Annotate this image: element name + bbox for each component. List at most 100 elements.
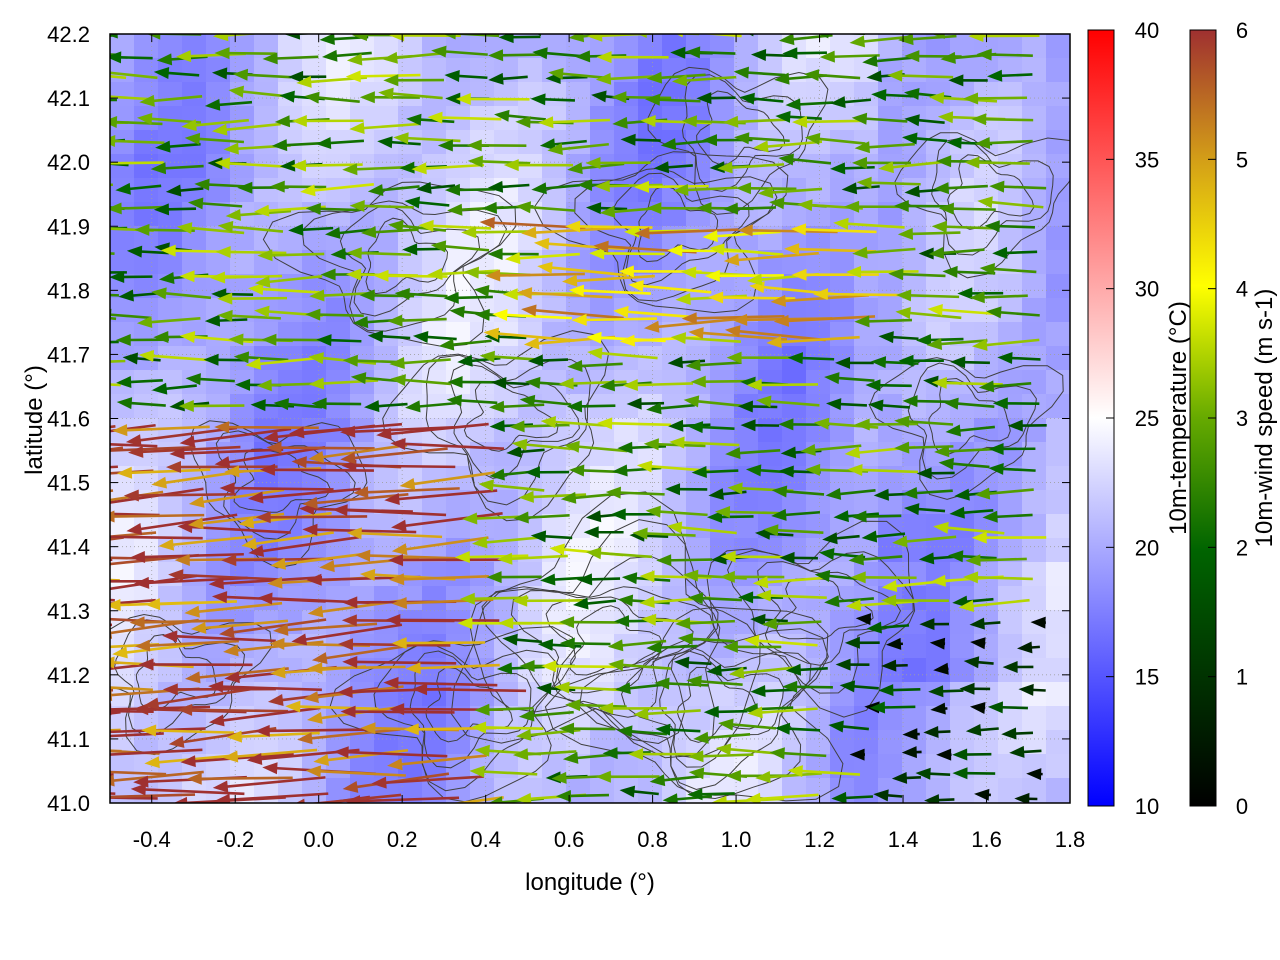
temperature-cell [230, 418, 255, 443]
wind-arrow-head [568, 284, 585, 297]
wind-arrow [707, 511, 754, 524]
wind-arrow-head [256, 379, 272, 392]
wind-arrow [204, 314, 248, 327]
temperature-cell [758, 106, 783, 131]
wind-arrow-head [831, 791, 847, 803]
wind-arrow-head [162, 683, 178, 696]
wind-arrow-head [300, 184, 316, 197]
temperature-cell [110, 58, 135, 83]
wind-arrow [513, 511, 570, 524]
wind-arrow [530, 530, 573, 543]
wind-arrow-head [594, 180, 610, 193]
wind-arrow-shaft [188, 601, 283, 615]
wind-arrow [560, 491, 619, 504]
wind-arrow [248, 283, 322, 296]
colorbar-tick-label: 10 [1135, 794, 1159, 819]
wind-arrow-head [153, 331, 169, 344]
wind-arrow-head [687, 421, 704, 434]
wind-arrow [136, 316, 201, 329]
wind-arrow-head [595, 72, 612, 85]
wind-arrow-head [459, 592, 475, 605]
wind-arrow-head [555, 789, 572, 802]
wind-arrow [646, 641, 698, 654]
wind-arrow-shaft [632, 283, 712, 294]
wind-arrow [521, 226, 616, 239]
wind-arrow-shaft [617, 309, 698, 319]
wind-arrow [219, 618, 327, 639]
wind-arrow-head [855, 613, 872, 626]
wind-arrow-head [703, 705, 719, 718]
wind-arrow-shaft [110, 161, 164, 165]
temperature-cell [638, 130, 663, 155]
wind-arrow-head [305, 765, 322, 778]
wind-arrow-head [24, 727, 39, 739]
wind-arrow-shaft [110, 95, 151, 101]
wind-arrow-head [791, 268, 807, 281]
wind-arrow [895, 307, 962, 320]
temperature-cell [902, 682, 927, 707]
temperature-cell [134, 34, 159, 59]
wind-arrow [539, 138, 587, 151]
wind-arrow-head [803, 69, 820, 82]
wind-arrow-shaft [794, 227, 877, 234]
temperature-cell [830, 634, 855, 659]
wind-arrow-head [296, 75, 312, 88]
wind-arrow-head [800, 443, 816, 456]
wind-arrow-shaft [289, 705, 379, 711]
wind-arrow [746, 378, 819, 391]
wind-arrow [770, 293, 869, 307]
wind-arrow [577, 573, 621, 586]
wind-arrow [753, 140, 823, 153]
wind-arrow-head [488, 796, 503, 803]
wind-arrow [681, 312, 785, 325]
wind-arrow-head [972, 338, 988, 351]
temperature-cell [350, 802, 375, 803]
wind-arrow-head [139, 94, 155, 107]
wind-arrow [186, 772, 293, 785]
wind-arrow-head [487, 180, 504, 193]
temperature-cell [590, 802, 615, 803]
wind-arrow-head [833, 217, 849, 230]
wind-arrow [284, 34, 319, 40]
temperature-cell [1046, 274, 1070, 299]
temperature-cell [926, 586, 951, 611]
x-tick-label: -0.2 [216, 827, 254, 852]
temperature-cell [998, 586, 1023, 611]
wind-arrow-head [214, 47, 230, 60]
wind-arrow [272, 622, 378, 636]
wind-arrow-head [940, 51, 956, 64]
wind-arrow-head [91, 157, 106, 169]
temperature-cell [278, 802, 303, 803]
temperature-cell [614, 802, 639, 803]
temperature-cell [1046, 346, 1070, 371]
temperature-cell [134, 178, 159, 203]
wind-arrow [232, 68, 292, 81]
wind-arrow [974, 487, 1034, 500]
wind-arrow-shaft [567, 34, 570, 35]
wind-arrow-head [852, 246, 868, 259]
wind-arrow-head [597, 417, 613, 430]
wind-arrow-head [963, 92, 979, 105]
wind-arrow-head [180, 755, 196, 768]
temperature-cell [806, 154, 831, 179]
wind-arrow [208, 680, 322, 693]
temperature-cell [926, 394, 951, 419]
wind-arrow [571, 313, 657, 326]
wind-arrow-head [89, 749, 104, 761]
wind-arrow-head [257, 249, 273, 262]
wind-arrow-head [93, 497, 109, 509]
wind-arrow [688, 750, 754, 763]
temperature-cell [374, 466, 399, 491]
wind-arrow-head [646, 71, 663, 84]
wind-arrow-head [177, 703, 193, 716]
wind-arrow-head [267, 694, 284, 706]
wind-arrow-head [110, 308, 112, 321]
wind-arrow-shaft [185, 27, 244, 31]
temperature-cell [182, 586, 207, 611]
wind-arrow [963, 656, 994, 669]
wind-arrow-head [262, 430, 279, 443]
wind-arrow-head [116, 397, 133, 410]
wind-arrow [540, 416, 611, 428]
wind-arrow-shaft [409, 663, 500, 670]
